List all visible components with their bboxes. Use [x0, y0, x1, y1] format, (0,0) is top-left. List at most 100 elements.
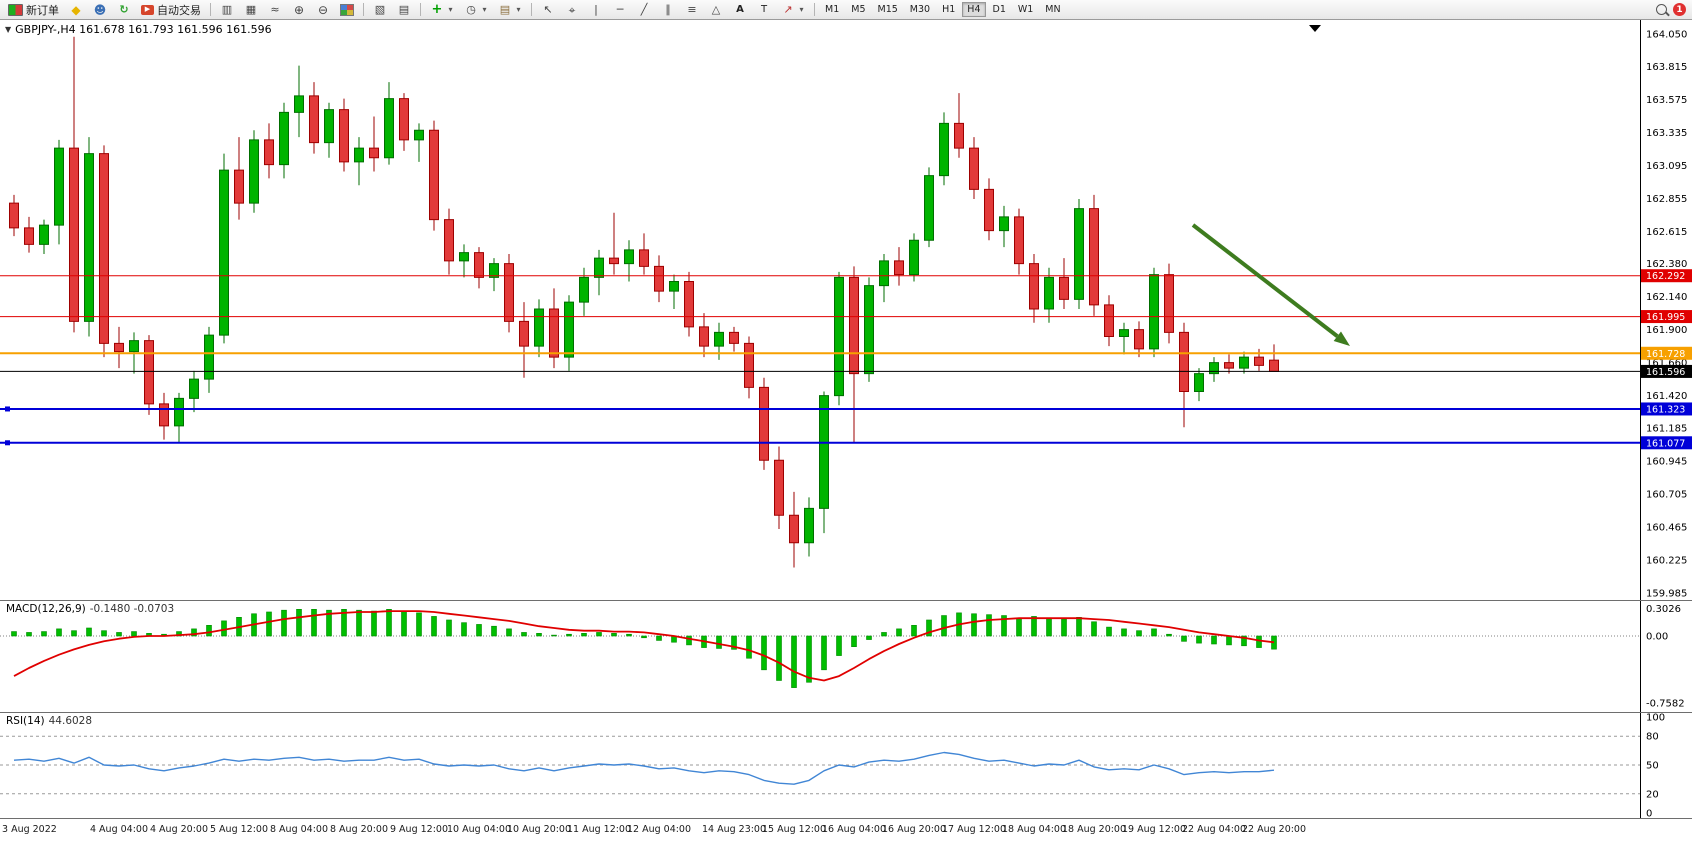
price-axis-label: 161.900 [1646, 325, 1687, 336]
rsi-value: 44.6028 [48, 715, 93, 727]
macd-histogram-bar [716, 635, 722, 649]
macd-histogram-bar [191, 628, 197, 637]
shapes-icon [709, 3, 723, 16]
candle-body [669, 281, 679, 292]
search-icon[interactable] [1656, 4, 1667, 15]
candle-body [1209, 362, 1219, 375]
price-chart[interactable]: 164.050 163.815 163.575 163.335 163.095 162.8… [0, 20, 1692, 600]
time-axis-label: 16 Aug 20:00 [881, 824, 947, 835]
price-axis-label: 160.465 [1646, 522, 1687, 533]
macd-histogram-bar [1211, 635, 1217, 645]
timeframe-h1-button[interactable]: H1 [937, 2, 960, 17]
line-endpoint-handle[interactable] [5, 440, 10, 446]
candle-body [204, 334, 214, 380]
candle-body [1044, 276, 1054, 310]
time-axis[interactable]: 3 Aug 2022 4 Aug 04:00 4 Aug 20:00 5 Aug 12… [0, 818, 1692, 843]
timeframe-mn-button[interactable]: MN [1040, 2, 1065, 17]
macd-histogram-bar [1046, 617, 1052, 637]
macd-histogram-bar [41, 631, 47, 637]
zoom-in-button[interactable] [288, 2, 310, 18]
candle-body [1074, 208, 1084, 300]
candle-body [834, 276, 844, 397]
timeframe-m30-button[interactable]: M30 [905, 2, 935, 17]
price-axis-label: 162.380 [1646, 259, 1687, 270]
timeframe-m5-button[interactable]: M5 [846, 2, 870, 17]
tile-windows-button[interactable] [336, 2, 358, 18]
macd-histogram-bar [266, 611, 272, 637]
fibonacci-tool-button[interactable] [681, 2, 703, 18]
profile-button[interactable] [89, 2, 111, 18]
refresh-button[interactable] [113, 2, 135, 18]
candlestick-mode-button[interactable] [240, 2, 262, 18]
timeframe-w1-button[interactable]: W1 [1013, 2, 1038, 17]
macd-title: MACD(12,26,9) [6, 603, 86, 615]
profile-icon [93, 3, 107, 16]
channel-tool-button[interactable] [657, 2, 679, 18]
new-order-button[interactable]: 新订单 [4, 2, 63, 18]
candle-body [579, 276, 589, 303]
new-chart-button[interactable] [369, 2, 391, 18]
horizontal-line-tool-button[interactable] [609, 2, 631, 18]
price-axis-label: 162.140 [1646, 292, 1687, 303]
autotrading-label: 自动交易 [157, 3, 201, 17]
price-axis-label: 163.095 [1646, 161, 1687, 172]
candle-body [639, 249, 649, 267]
candle-body [1014, 216, 1024, 265]
timeframe-h4-button[interactable]: H4 [962, 2, 986, 17]
shapes-tool-button[interactable] [705, 2, 727, 18]
candle-body [1059, 276, 1069, 300]
macd-histogram-bar [461, 622, 467, 637]
cursor-tool-button[interactable] [537, 2, 559, 18]
candle-body [54, 147, 64, 226]
line-chart-mode-button[interactable] [264, 2, 286, 18]
price-axis-label: 160.225 [1646, 555, 1687, 566]
candle-body [114, 342, 124, 353]
macd-histogram-bar [761, 635, 767, 671]
new-order-label: 新订单 [26, 3, 59, 17]
vertical-line-tool-button[interactable] [585, 2, 607, 18]
metaeditor-button[interactable] [65, 2, 87, 18]
macd-axis-label: -0.7582 [1646, 698, 1685, 709]
macd-histogram-bar [71, 630, 77, 637]
rsi-panel: RSI(14) 44.6028 100 80 50 20 0 [0, 712, 1692, 818]
indicators-button[interactable] [426, 2, 458, 18]
price-axis-label: 161.185 [1646, 423, 1687, 434]
candle-body [159, 403, 169, 427]
trend-arrow-head[interactable] [1333, 331, 1350, 346]
timeframe-m1-button[interactable]: M1 [820, 2, 844, 17]
autotrading-button[interactable]: 自动交易 [137, 2, 205, 18]
line-chart-icon [268, 3, 282, 16]
macd-histogram-bar [971, 613, 977, 637]
timeframe-d1-button[interactable]: D1 [988, 2, 1011, 17]
periods-button[interactable] [460, 2, 492, 18]
macd-histogram-bar [416, 612, 422, 637]
one-click-trading-toggle-icon[interactable]: ▼ [5, 25, 12, 34]
candle-body [174, 397, 184, 427]
arrow-tool-icon [781, 3, 795, 16]
macd-histogram-bar [356, 609, 362, 637]
crosshair-tool-button[interactable] [561, 2, 583, 18]
bar-chart-mode-button[interactable] [216, 2, 238, 18]
text-label-tool-button[interactable] [753, 2, 775, 18]
templates-button[interactable] [494, 2, 526, 18]
fibonacci-icon [685, 3, 699, 16]
trendline-tool-button[interactable] [633, 2, 655, 18]
notification-badge[interactable]: 1 [1673, 3, 1686, 16]
macd-chart[interactable]: 0.3026 0.00 -0.7582 [0, 601, 1692, 712]
macd-histogram-bar [1256, 635, 1262, 648]
rsi-axis-label: 20 [1646, 789, 1659, 800]
macd-histogram-bar [896, 628, 902, 637]
candle-body [864, 285, 874, 375]
trend-arrow-annotation[interactable] [1191, 223, 1339, 338]
timeframe-m15-button[interactable]: M15 [873, 2, 903, 17]
zoom-out-button[interactable] [312, 2, 334, 18]
rsi-chart[interactable]: 100 80 50 20 0 [0, 713, 1692, 818]
candle-body [234, 169, 244, 204]
candle-body [879, 260, 889, 287]
chart-shift-marker[interactable] [1309, 25, 1321, 32]
arrows-tool-button[interactable] [777, 2, 809, 18]
chart-profiles-button[interactable] [393, 2, 415, 18]
text-tool-button[interactable] [729, 2, 751, 18]
candle-body [24, 227, 34, 245]
line-endpoint-handle[interactable] [5, 406, 10, 412]
